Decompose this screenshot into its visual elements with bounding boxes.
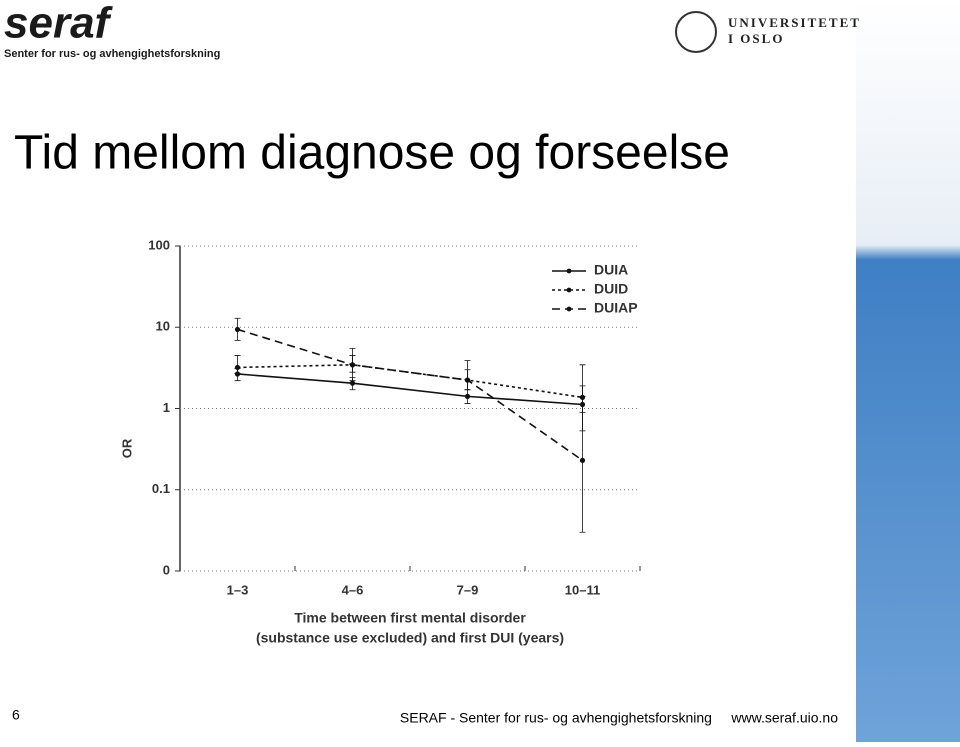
x-tick-label: 4–6 bbox=[342, 582, 364, 597]
university-name: I OSLO bbox=[728, 31, 784, 46]
footer-text: SERAF - Senter for rus- og avhengighetsf… bbox=[400, 710, 838, 726]
x-tick-label: 7–9 bbox=[457, 582, 479, 597]
x-tick-label: 1–3 bbox=[227, 582, 249, 597]
data-point bbox=[234, 371, 241, 377]
series-line bbox=[237, 364, 583, 399]
page-number: 6 bbox=[12, 707, 20, 723]
logo-subtitle: Senter for rus- og avhengighetsforskning bbox=[4, 48, 220, 60]
legend-marker bbox=[566, 268, 572, 274]
x-tick-label: 10–11 bbox=[565, 582, 600, 597]
series-line bbox=[237, 328, 583, 462]
data-point bbox=[579, 457, 586, 463]
y-axis-label: OR bbox=[119, 438, 134, 458]
logo: seraf bbox=[4, 0, 114, 48]
data-point bbox=[234, 364, 241, 371]
university-name: UNIVERSITETET bbox=[728, 15, 861, 30]
legend-marker bbox=[566, 287, 572, 293]
legend-marker bbox=[566, 306, 572, 312]
y-tick-label: 0 bbox=[163, 562, 170, 577]
slide-title: Tid mellom diagnose og forseelse bbox=[14, 127, 730, 180]
legend-label: DUIAP bbox=[594, 300, 638, 316]
error-bar bbox=[579, 364, 586, 533]
series-line bbox=[237, 373, 583, 406]
y-tick-label: 1 bbox=[163, 400, 170, 415]
x-axis-label: (substance use excluded) and first DUI (… bbox=[256, 630, 564, 646]
data-point bbox=[349, 380, 356, 386]
data-point bbox=[464, 377, 471, 383]
university-seal bbox=[675, 11, 717, 53]
y-tick-label: 100 bbox=[148, 237, 170, 252]
data-point bbox=[349, 362, 356, 368]
data-point bbox=[464, 393, 471, 399]
error-bar bbox=[234, 355, 241, 374]
side-strip bbox=[856, 0, 960, 742]
y-tick-label: 10 bbox=[156, 319, 170, 334]
x-axis-label: Time between first mental disorder bbox=[294, 610, 526, 626]
data-point bbox=[234, 326, 241, 333]
legend-label: DUID bbox=[594, 281, 628, 297]
legend-label: DUIA bbox=[594, 262, 628, 278]
y-tick-label: 0.1 bbox=[152, 481, 170, 496]
error-bar bbox=[464, 360, 471, 391]
